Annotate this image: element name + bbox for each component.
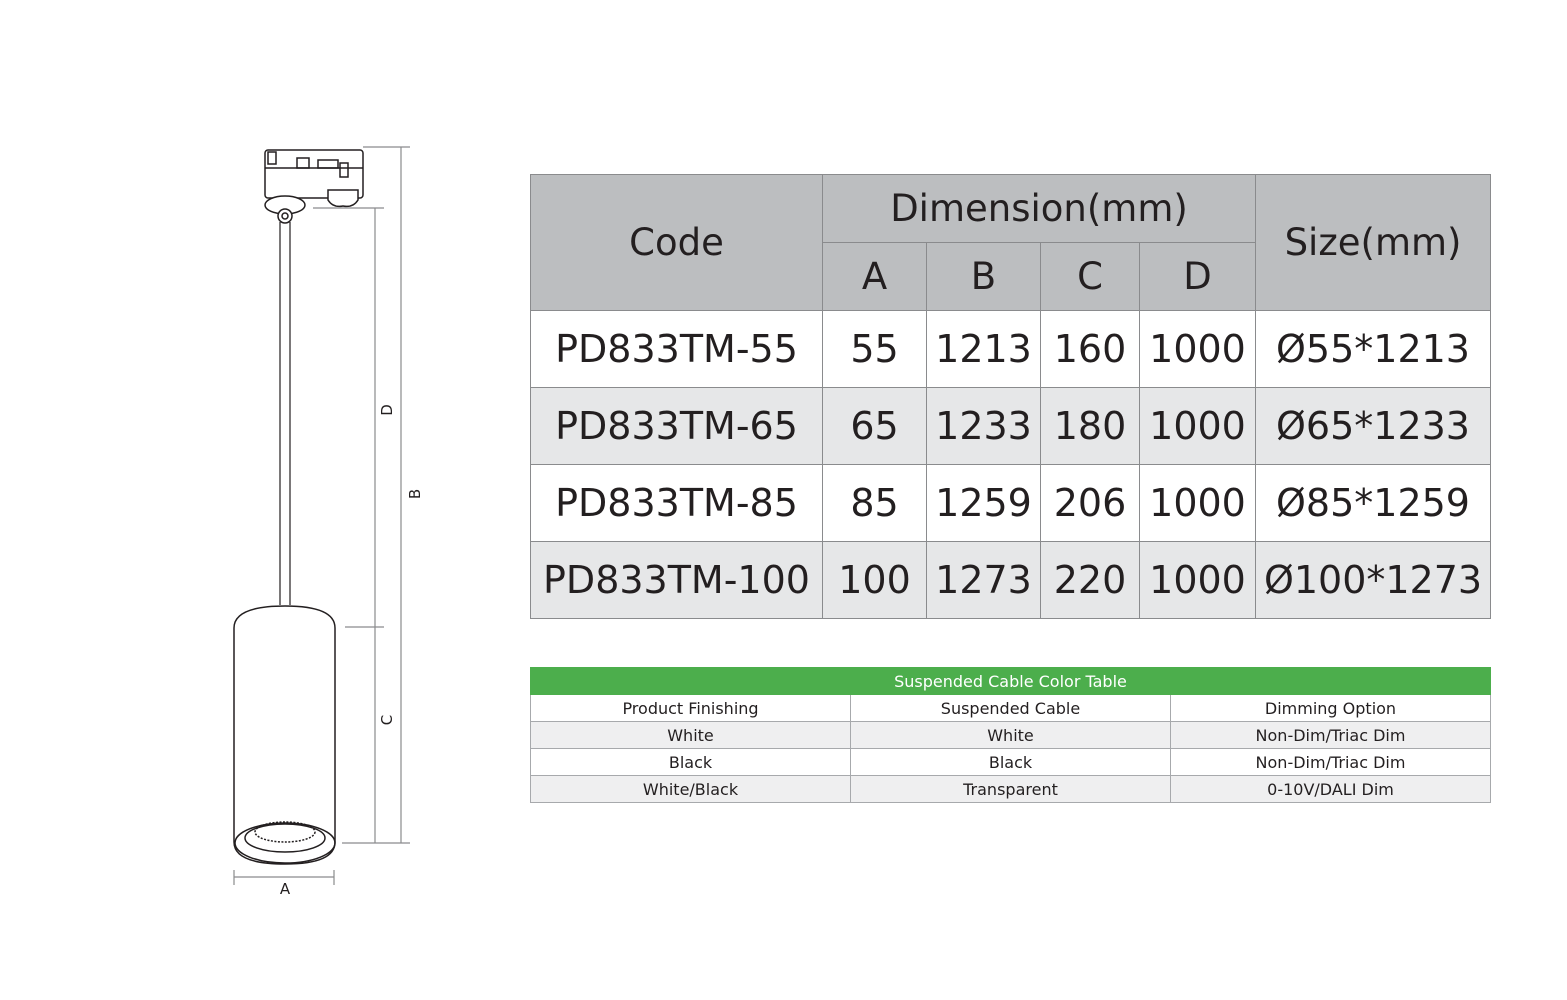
- cell-b: 1259: [926, 464, 1041, 542]
- table-row: PD833TM-65 65 1233 180 1000 Ø65*1233: [530, 387, 1492, 465]
- header-dimension: Dimension(mm): [821, 174, 1257, 243]
- cell-a: 65: [822, 387, 927, 465]
- dimension-label-c: C: [378, 715, 396, 725]
- table-row: White White Non-Dim/Triac Dim: [530, 721, 1491, 749]
- product-dimension-drawing: D B C A: [233, 146, 424, 898]
- dimension-lines: [233, 146, 410, 885]
- cell-c: 160: [1040, 310, 1140, 388]
- cable-color-table: Suspended Cable Color Table Product Fini…: [530, 667, 1491, 803]
- table-row: White/Black Transparent 0-10V/DALI Dim: [530, 775, 1491, 803]
- dimension-label-b: B: [406, 489, 424, 499]
- header-code: Code: [530, 174, 823, 311]
- table-row: Black Black Non-Dim/Triac Dim: [530, 748, 1491, 776]
- header-d: D: [1138, 242, 1257, 311]
- cell-size: Ø65*1233: [1255, 387, 1492, 465]
- table-row: PD833TM-55 55 1213 160 1000 Ø55*1213: [530, 310, 1492, 388]
- header-product-finishing: Product Finishing: [530, 694, 851, 722]
- header-suspended-cable: Suspended Cable: [850, 694, 1171, 722]
- cell-code: PD833TM-65: [530, 387, 823, 465]
- cell-c: 206: [1040, 464, 1140, 542]
- cell-code: PD833TM-55: [530, 310, 823, 388]
- cell-finishing: White: [530, 721, 851, 749]
- cell-b: 1233: [926, 387, 1041, 465]
- table-row: PD833TM-100 100 1273 220 1000 Ø100*1273: [530, 541, 1492, 619]
- cell-dimming: Non-Dim/Triac Dim: [1170, 748, 1491, 776]
- dimension-label-a: A: [280, 880, 291, 898]
- cell-size: Ø85*1259: [1255, 464, 1492, 542]
- cell-dimming: 0-10V/DALI Dim: [1170, 775, 1491, 803]
- luminaire-body: [233, 605, 336, 865]
- cell-a: 100: [822, 541, 927, 619]
- cell-d: 1000: [1138, 310, 1257, 388]
- header-dimming-option: Dimming Option: [1170, 694, 1491, 722]
- cell-a: 85: [822, 464, 927, 542]
- cell-d: 1000: [1138, 464, 1257, 542]
- cell-dimming: Non-Dim/Triac Dim: [1170, 721, 1491, 749]
- cell-size: Ø100*1273: [1255, 541, 1492, 619]
- header-b: B: [926, 242, 1041, 311]
- cell-size: Ø55*1213: [1255, 310, 1492, 388]
- header-size: Size(mm): [1255, 174, 1492, 311]
- cell-b: 1213: [926, 310, 1041, 388]
- cell-c: 220: [1040, 541, 1140, 619]
- cell-cable: White: [850, 721, 1171, 749]
- cable-table-title: Suspended Cable Color Table: [530, 667, 1491, 695]
- cell-c: 180: [1040, 387, 1140, 465]
- dimension-spec-table: Code Dimension(mm) Size(mm) A B C D PD83…: [530, 174, 1492, 619]
- header-a: A: [822, 242, 927, 311]
- track-adapter: [264, 149, 364, 224]
- cell-b: 1273: [926, 541, 1041, 619]
- dimension-label-d: D: [378, 404, 396, 416]
- table-row: PD833TM-85 85 1259 206 1000 Ø85*1259: [530, 464, 1492, 542]
- table-header-row: Product Finishing Suspended Cable Dimmin…: [530, 694, 1491, 722]
- cell-cable: Transparent: [850, 775, 1171, 803]
- cell-d: 1000: [1138, 541, 1257, 619]
- cell-code: PD833TM-85: [530, 464, 823, 542]
- cell-d: 1000: [1138, 387, 1257, 465]
- suspension-cable: [279, 222, 291, 605]
- cell-code: PD833TM-100: [530, 541, 823, 619]
- cell-a: 55: [822, 310, 927, 388]
- header-c: C: [1040, 242, 1140, 311]
- cell-cable: Black: [850, 748, 1171, 776]
- cell-finishing: White/Black: [530, 775, 851, 803]
- cell-finishing: Black: [530, 748, 851, 776]
